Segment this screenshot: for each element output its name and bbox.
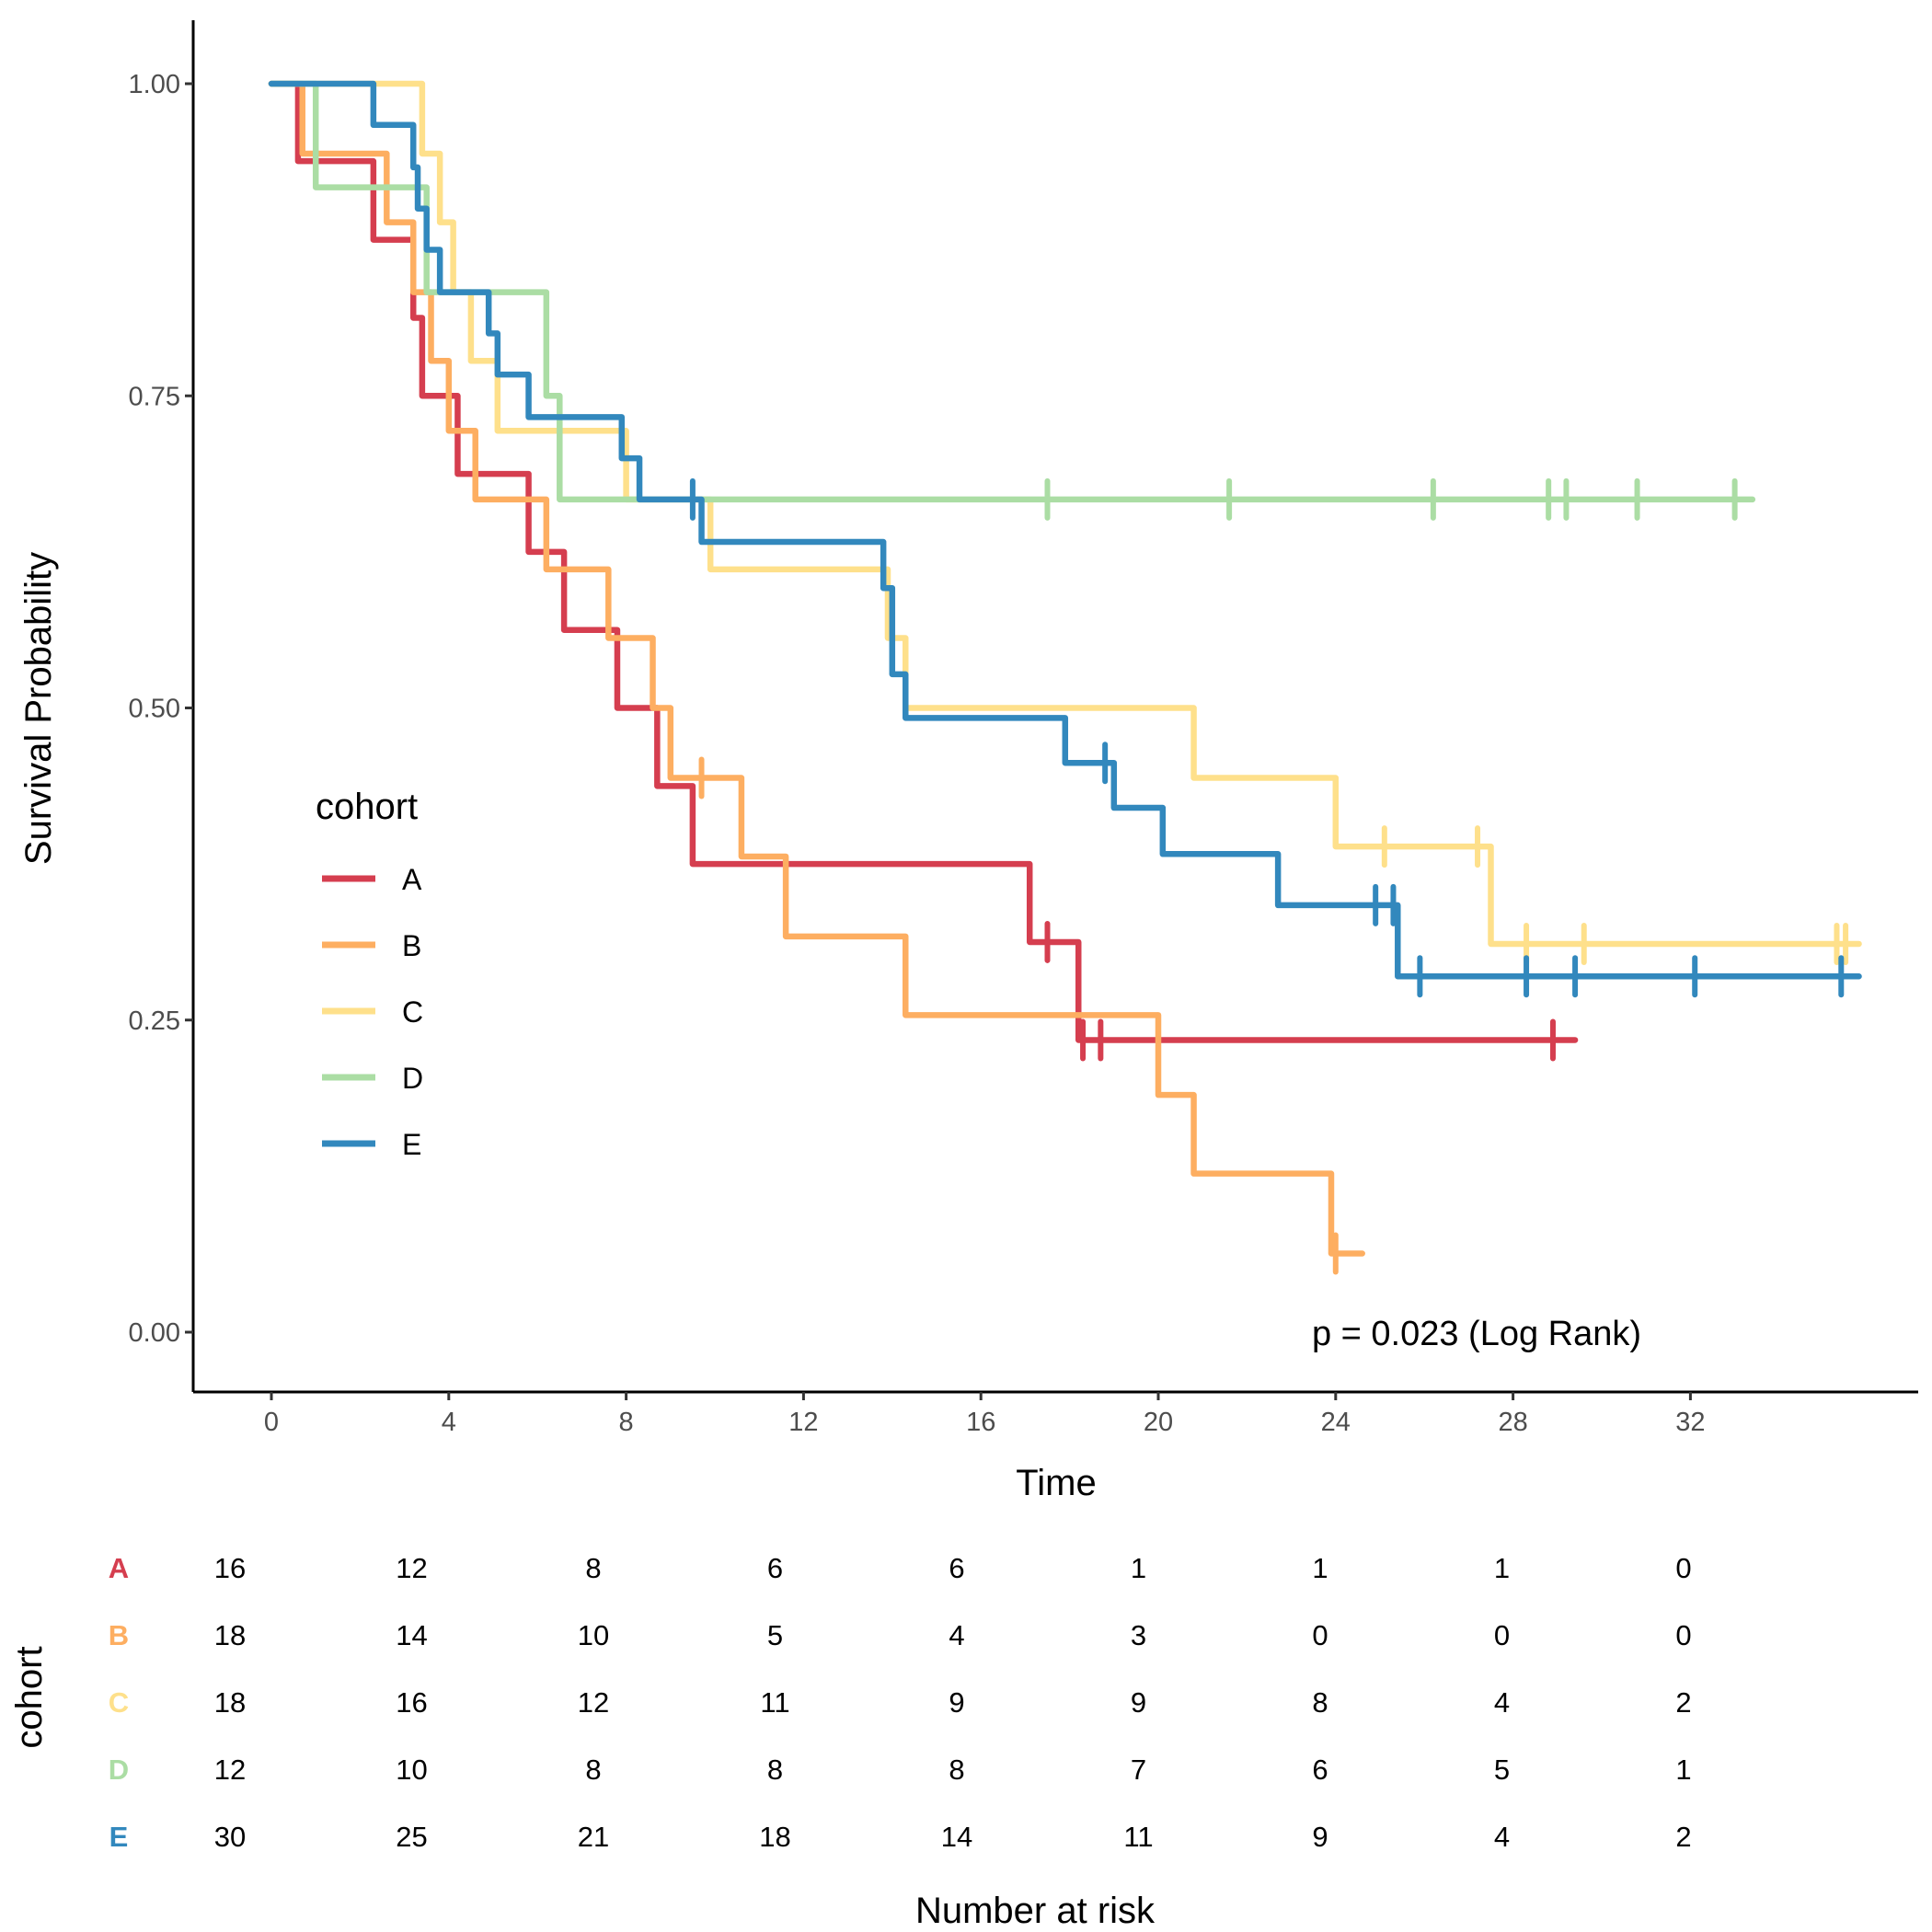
y-tick-label: 0.50 bbox=[129, 695, 180, 724]
x-tick-label: 32 bbox=[1675, 1408, 1705, 1437]
risk-cell: 0 bbox=[1494, 1619, 1510, 1651]
risk-cell: 11 bbox=[760, 1686, 789, 1719]
risk-cell: 14 bbox=[941, 1821, 972, 1853]
x-tick-label: 24 bbox=[1321, 1408, 1351, 1437]
risk-cell: 9 bbox=[1131, 1686, 1146, 1719]
series-A bbox=[268, 80, 1579, 1062]
risk-cell: 4 bbox=[1494, 1821, 1510, 1853]
legend-title: cohort bbox=[316, 787, 418, 827]
x-tick-label: 8 bbox=[619, 1408, 634, 1437]
series-B bbox=[268, 80, 1365, 1275]
risk-cell: 0 bbox=[1675, 1619, 1691, 1651]
y-tick-label: 1.00 bbox=[129, 70, 180, 99]
risk-cell: 5 bbox=[1494, 1754, 1510, 1786]
x-tick-label: 20 bbox=[1144, 1408, 1173, 1437]
legend-label-C: C bbox=[402, 995, 423, 1029]
risk-cell: 0 bbox=[1675, 1552, 1691, 1584]
legend-label-B: B bbox=[402, 929, 421, 962]
risk-group-label-D: D bbox=[109, 1754, 129, 1786]
y-axis-title: Survival Probability bbox=[18, 552, 59, 865]
risk-cell: 12 bbox=[214, 1754, 246, 1786]
risk-cell: 25 bbox=[396, 1821, 427, 1853]
series-C bbox=[268, 80, 1862, 965]
x-tick-label: 12 bbox=[788, 1408, 818, 1437]
risk-cell: 8 bbox=[1312, 1686, 1328, 1719]
x-tick-label: 16 bbox=[966, 1408, 995, 1437]
risk-cell: 16 bbox=[214, 1552, 246, 1584]
risk-cell: 21 bbox=[578, 1821, 609, 1853]
risk-cell: 5 bbox=[767, 1619, 783, 1651]
risk-group-label-B: B bbox=[109, 1619, 129, 1651]
risk-cell: 4 bbox=[949, 1619, 964, 1651]
risk-cell: 11 bbox=[1123, 1821, 1153, 1853]
risk-cell: 1 bbox=[1494, 1552, 1510, 1584]
risk-cell: 30 bbox=[214, 1821, 246, 1853]
survival-curve-E bbox=[268, 80, 1862, 980]
risk-cell: 18 bbox=[214, 1619, 246, 1651]
axes: 0.00 0.25 0.50 0.75 1.00 0 4 8 12 16 20 24 28 32 bbox=[129, 20, 1918, 1437]
survival-curve-B bbox=[268, 80, 1365, 1257]
risk-cell: 14 bbox=[396, 1619, 427, 1651]
risk-cell: 12 bbox=[578, 1686, 609, 1719]
risk-cell: 10 bbox=[578, 1619, 609, 1651]
risk-cell: 6 bbox=[767, 1552, 783, 1584]
risk-cell: 18 bbox=[759, 1821, 790, 1853]
risk-cell: 8 bbox=[949, 1754, 964, 1786]
risk-table: cohort Number at risk A 16 12 8 6 6 1 1 1 0B 18 14 1… bbox=[9, 1552, 1692, 1931]
risk-group-label-E: E bbox=[109, 1821, 129, 1853]
risk-table-title: Number at risk bbox=[915, 1891, 1156, 1931]
risk-group-label-A: A bbox=[109, 1552, 129, 1584]
risk-cell: 0 bbox=[1312, 1619, 1328, 1651]
risk-cell: 9 bbox=[1312, 1821, 1328, 1853]
risk-cell: 6 bbox=[949, 1552, 964, 1584]
risk-cell: 3 bbox=[1131, 1619, 1146, 1651]
risk-cell: 9 bbox=[949, 1686, 964, 1719]
x-tick-label: 4 bbox=[442, 1408, 456, 1437]
legend-label-E: E bbox=[402, 1128, 421, 1161]
risk-cell: 4 bbox=[1494, 1686, 1510, 1719]
risk-cell: 6 bbox=[1312, 1754, 1328, 1786]
x-tick-label: 0 bbox=[264, 1408, 279, 1437]
risk-cell: 1 bbox=[1131, 1552, 1146, 1584]
risk-cell: 18 bbox=[214, 1686, 246, 1719]
risk-group-label-C: C bbox=[109, 1686, 129, 1719]
risk-cell: 1 bbox=[1312, 1552, 1328, 1584]
risk-cell: 8 bbox=[585, 1552, 601, 1584]
risk-cell: 8 bbox=[767, 1754, 783, 1786]
risk-cell: 10 bbox=[396, 1754, 427, 1786]
survival-curve-D bbox=[268, 80, 1756, 503]
legend-label-A: A bbox=[402, 863, 422, 896]
risk-cell: 1 bbox=[1675, 1754, 1691, 1786]
p-value-annotation: p = 0.023 (Log Rank) bbox=[1312, 1315, 1641, 1353]
risk-cell: 12 bbox=[396, 1552, 427, 1584]
risk-cell: 2 bbox=[1675, 1686, 1691, 1719]
series-D bbox=[268, 80, 1756, 521]
y-tick-label: 0.75 bbox=[129, 382, 180, 411]
y-tick-label: 0.25 bbox=[129, 1006, 180, 1036]
x-tick-label: 28 bbox=[1498, 1408, 1527, 1437]
survival-curve-C bbox=[268, 80, 1862, 948]
risk-cell: 2 bbox=[1675, 1821, 1691, 1853]
risk-cell: 7 bbox=[1131, 1754, 1146, 1786]
risk-cell: 8 bbox=[585, 1754, 601, 1786]
survival-curve-A bbox=[268, 80, 1579, 1043]
plot-area bbox=[268, 80, 1862, 1275]
risk-table-ylabel: cohort bbox=[9, 1646, 50, 1748]
x-axis-title: Time bbox=[1016, 1463, 1096, 1503]
y-tick-label: 0.00 bbox=[129, 1318, 180, 1348]
series-E bbox=[268, 80, 1862, 998]
risk-cell: 16 bbox=[396, 1686, 427, 1719]
legend-label-D: D bbox=[402, 1062, 423, 1095]
